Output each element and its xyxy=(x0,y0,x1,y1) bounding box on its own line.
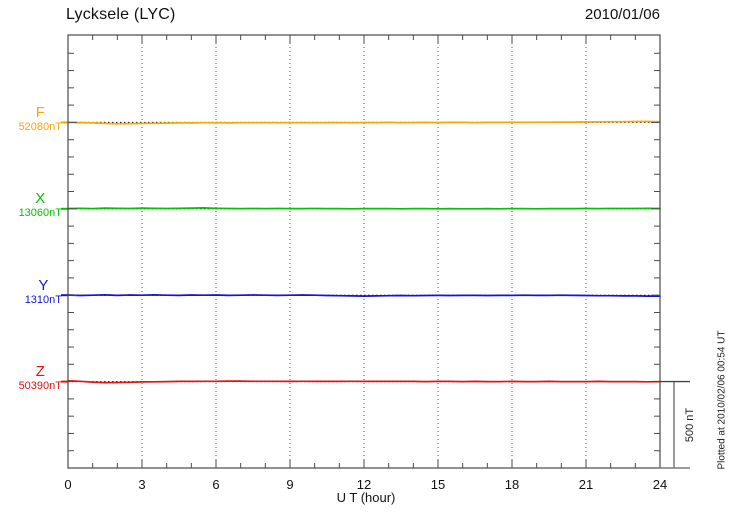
trace-baseline-Z: 50390nT xyxy=(18,380,62,392)
trace-label-Y: Y 1310nT xyxy=(25,277,62,307)
x-axis-label: U T (hour) xyxy=(336,490,396,505)
x-tick-label: 21 xyxy=(578,477,594,492)
page-title: Lycksele (LYC) xyxy=(66,6,176,23)
x-tick-label: 0 xyxy=(64,477,72,492)
trace-F xyxy=(67,120,661,125)
trace-label-Z: Z 50390nT xyxy=(19,363,62,393)
x-tick-label: 15 xyxy=(430,477,446,492)
x-tick-label: 18 xyxy=(504,477,520,492)
trace-Z xyxy=(67,380,661,384)
trace-label-F: F 52080nT xyxy=(19,104,62,134)
plotted-at-note: Plotted at 2010/02/06 00:54 UT xyxy=(716,330,728,470)
trace-label-X: X 13060nT xyxy=(19,190,62,220)
trace-name-X: X xyxy=(35,190,46,207)
trace-name-F: F xyxy=(35,104,45,121)
trace-name-Z: Z xyxy=(35,363,45,380)
trace-baseline-Y: 1310nT xyxy=(24,294,62,306)
x-tick-label: 12 xyxy=(356,477,372,492)
plot-date: 2010/01/06 xyxy=(584,6,660,23)
x-tick-label: 6 xyxy=(212,477,220,492)
trace-baseline-F: 52080nT xyxy=(18,121,62,133)
trace-baseline-X: 13060nT xyxy=(18,207,62,219)
trace-Y xyxy=(67,294,661,298)
trace-name-Y: Y xyxy=(38,277,49,294)
scale-bar-label: 500 nT xyxy=(684,407,696,443)
plot-frame xyxy=(67,34,661,469)
x-tick-label: 24 xyxy=(652,477,668,492)
x-tick-label: 9 xyxy=(286,477,294,492)
x-tick-label: 3 xyxy=(138,477,146,492)
trace-X xyxy=(67,207,661,210)
